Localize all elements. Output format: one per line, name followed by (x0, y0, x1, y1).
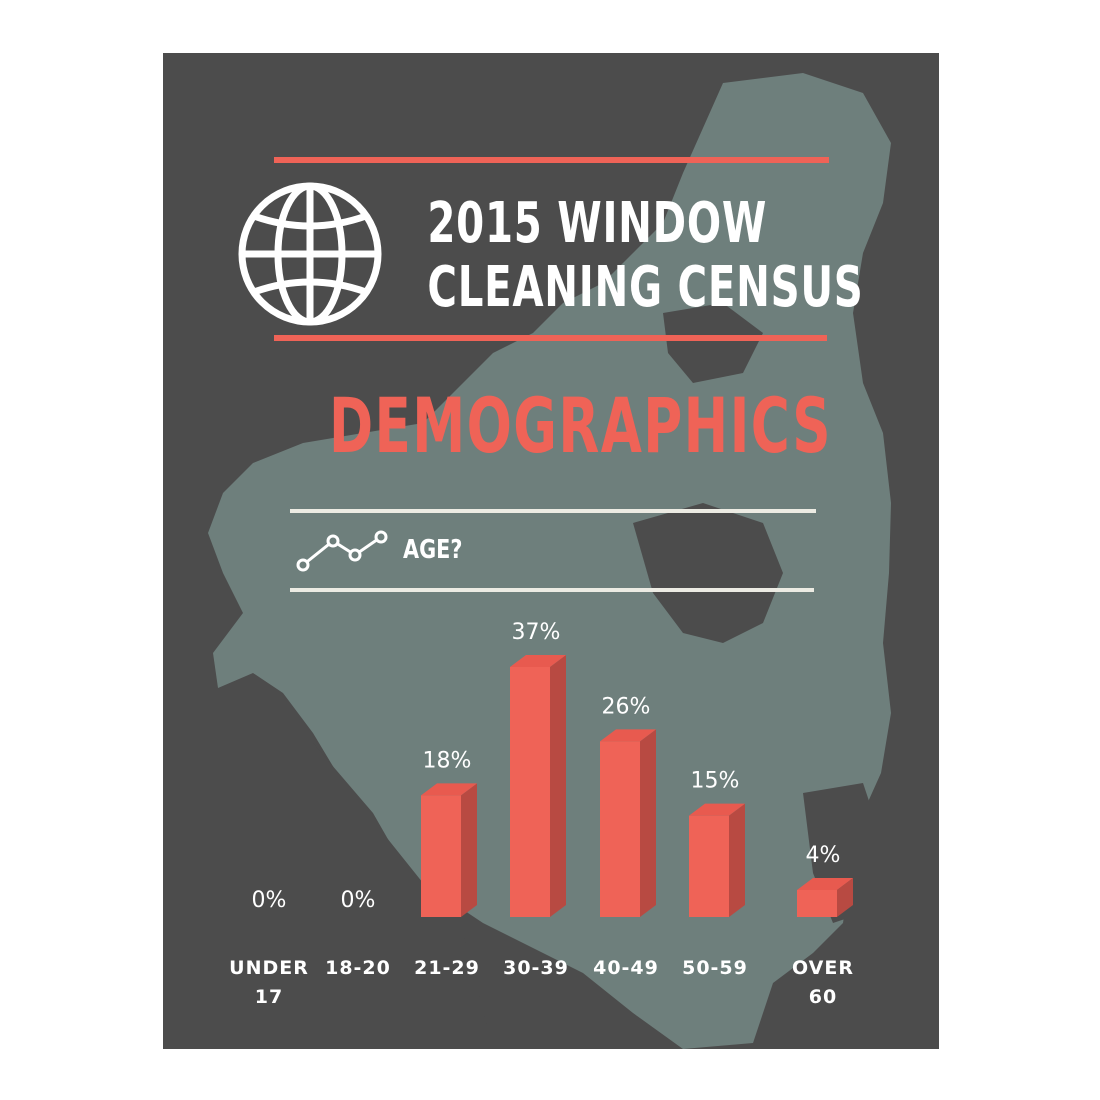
line-chart-icon (296, 530, 388, 572)
poster: 2015 WINDOW CLEANING CENSUS DEMOGRAPHICS… (163, 53, 939, 1049)
category-label: 40-49 (593, 957, 659, 979)
value-label: 0% (341, 888, 376, 913)
category-label: 21-29 (414, 957, 480, 979)
category-label: OVER 60 (792, 957, 854, 1008)
category-label: 50-59 (682, 957, 748, 979)
title-bottom-rule (274, 335, 827, 341)
age-question: AGE? (403, 535, 463, 565)
bar-40-49 (600, 729, 656, 917)
title-line-1: 2015 WINDOW (427, 191, 768, 256)
bar-over-60 (797, 877, 853, 917)
age-bottom-rule (290, 588, 814, 592)
category-label: 30-39 (503, 957, 569, 979)
section-heading: DEMOGRAPHICS (329, 381, 832, 470)
globe-icon (238, 182, 382, 326)
bar-30-39 (510, 655, 566, 917)
value-label: 15% (691, 769, 740, 794)
value-label: 37% (512, 620, 561, 645)
top-rule (274, 157, 829, 163)
value-label: 0% (252, 888, 287, 913)
value-label: 18% (423, 748, 472, 773)
age-bar-chart: 0% UNDER 17 0% 18-20 18% 21-29 37% 30-39 26% 40-49… (229, 620, 854, 1008)
age-top-rule (290, 509, 816, 513)
bar-50-59 (689, 803, 745, 917)
value-label: 4% (806, 843, 841, 868)
value-label: 26% (602, 694, 651, 719)
category-label: UNDER 17 (229, 957, 309, 1008)
bar-21-29 (421, 783, 477, 917)
category-label: 18-20 (325, 957, 391, 979)
